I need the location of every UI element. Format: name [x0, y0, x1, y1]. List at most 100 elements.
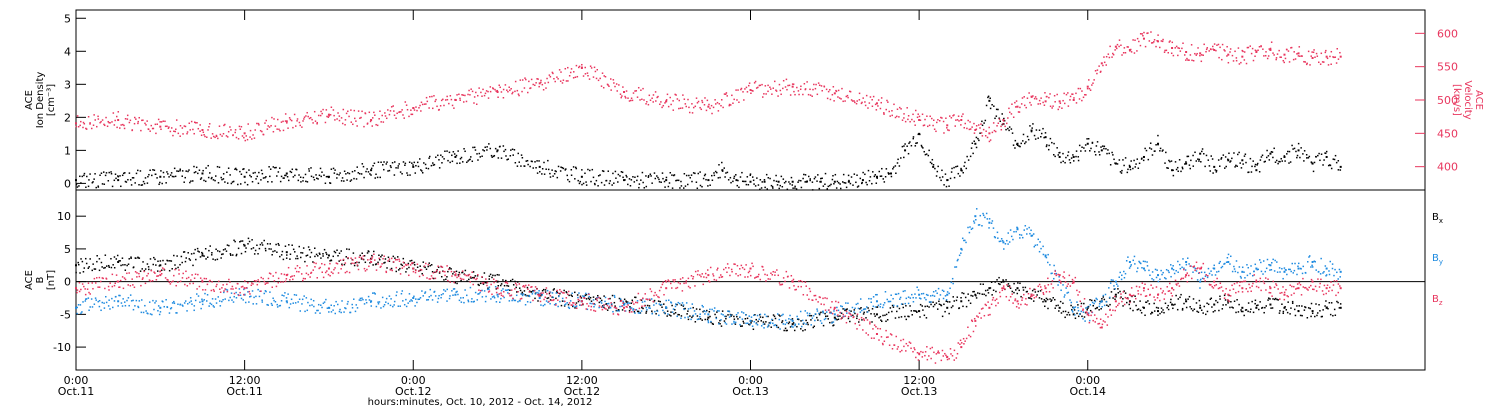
series-1-dot: [1000, 125, 1002, 128]
series-1-dot: [252, 134, 254, 136]
series-0-dot: [625, 174, 627, 177]
series-1-dot: [1252, 59, 1255, 62]
series-1-dot: [473, 96, 476, 98]
series-0-dot: [752, 179, 755, 182]
series-1-dot: [356, 125, 358, 127]
series-11-dot: [678, 302, 681, 305]
series-10-dot: [402, 257, 405, 260]
series-0-dot: [792, 187, 794, 189]
series-1-dot: [1122, 52, 1125, 54]
series-1-dot: [246, 138, 249, 141]
series-11-dot: [1329, 260, 1332, 263]
series-0-dot: [928, 149, 930, 152]
series-11-dot: [599, 300, 602, 303]
series-10-dot: [512, 284, 515, 286]
series-0-dot: [833, 183, 835, 185]
series-10-point-38: [1185, 300, 1188, 303]
series-10-dot: [383, 262, 385, 264]
series-0-dot: [1167, 167, 1169, 169]
series-1-dot: [329, 114, 332, 116]
series-1-dot: [511, 92, 513, 95]
series-0-dot: [242, 168, 244, 171]
series-1-dot: [450, 98, 453, 101]
series-11-dot: [372, 292, 374, 294]
series-0-dot: [765, 173, 768, 176]
series-10-dot: [197, 250, 199, 252]
series-11-dot: [701, 304, 703, 307]
series-0-dot: [707, 185, 709, 187]
series-1-dot: [262, 133, 265, 136]
series-10-dot: [1285, 309, 1288, 311]
series-11-dot: [95, 299, 97, 301]
series-10-dot: [577, 300, 580, 303]
series-10-dot: [1161, 311, 1163, 313]
series-11-dot: [474, 291, 477, 294]
series-11-dot: [176, 312, 178, 314]
series-10-dot: [986, 289, 989, 291]
series-12-dot: [198, 285, 201, 288]
series-1-dot: [1192, 59, 1195, 62]
series-11-dot: [421, 290, 423, 292]
series-0-dot: [916, 142, 918, 144]
series-10-dot: [1281, 303, 1283, 305]
series-1-dot: [567, 80, 569, 82]
series-10-dot: [695, 308, 698, 310]
series-1-dot: [933, 128, 936, 130]
series-0-dot: [951, 167, 953, 170]
series-12-dot: [178, 273, 180, 275]
series-11-dot: [440, 294, 443, 296]
series-1-dot: [1092, 82, 1094, 84]
series-11-dot: [973, 220, 975, 222]
series-0-dot: [1124, 157, 1127, 159]
series-10-dot: [254, 249, 257, 252]
series-0-dot: [448, 151, 451, 154]
series-1-dot: [440, 99, 443, 102]
series-11-dot: [627, 302, 629, 304]
series-11-point-33: [1114, 280, 1117, 283]
series-11-dot: [281, 294, 283, 297]
series-11-dot: [396, 291, 398, 293]
series-12-dot: [169, 283, 172, 285]
series-11-dot: [946, 291, 949, 293]
series-0-dot: [1062, 152, 1064, 155]
series-11-dot: [1237, 271, 1239, 274]
series-0-dot: [732, 180, 734, 183]
series-0-dot: [574, 178, 576, 180]
series-12-dot: [319, 266, 321, 269]
x-tick-time-6: 0:00: [1075, 374, 1100, 387]
series-11-dot: [725, 323, 728, 325]
series-11-dot: [699, 313, 701, 315]
series-0-dot: [110, 171, 112, 173]
series-11-dot: [1032, 233, 1035, 235]
series-0-dot: [619, 175, 621, 177]
series-1-dot: [103, 124, 106, 127]
series-0-dot: [960, 167, 962, 170]
series-11-dot: [872, 296, 875, 298]
series-1-dot: [855, 102, 858, 105]
series-11-dot: [767, 324, 770, 326]
series-1-dot: [864, 101, 866, 103]
series-0-dot: [346, 179, 348, 181]
series-11-dot: [507, 292, 509, 294]
series-12-dot: [289, 276, 292, 278]
series-10-dot: [1315, 303, 1317, 305]
series-1-dot: [1335, 62, 1338, 64]
series-1-dot: [1015, 100, 1018, 102]
series-1-dot: [1020, 103, 1023, 105]
series-0-dot: [998, 117, 1000, 120]
series-1-dot: [703, 104, 706, 106]
series-0-dot: [1195, 160, 1198, 162]
series-0-dot: [459, 157, 462, 160]
series-0-dot: [941, 169, 943, 172]
series-0-dot: [237, 183, 239, 186]
series-11-dot: [1047, 261, 1049, 264]
series-11-dot: [922, 292, 925, 295]
series-10-dot: [1299, 314, 1302, 317]
series-1-dot: [980, 132, 983, 134]
series-11-dot: [823, 318, 826, 321]
series-10-dot: [282, 258, 285, 261]
series-10-dot: [648, 305, 651, 307]
series-11-dot: [665, 306, 667, 308]
series-10-dot: [524, 294, 527, 296]
series-0-dot: [628, 178, 631, 180]
